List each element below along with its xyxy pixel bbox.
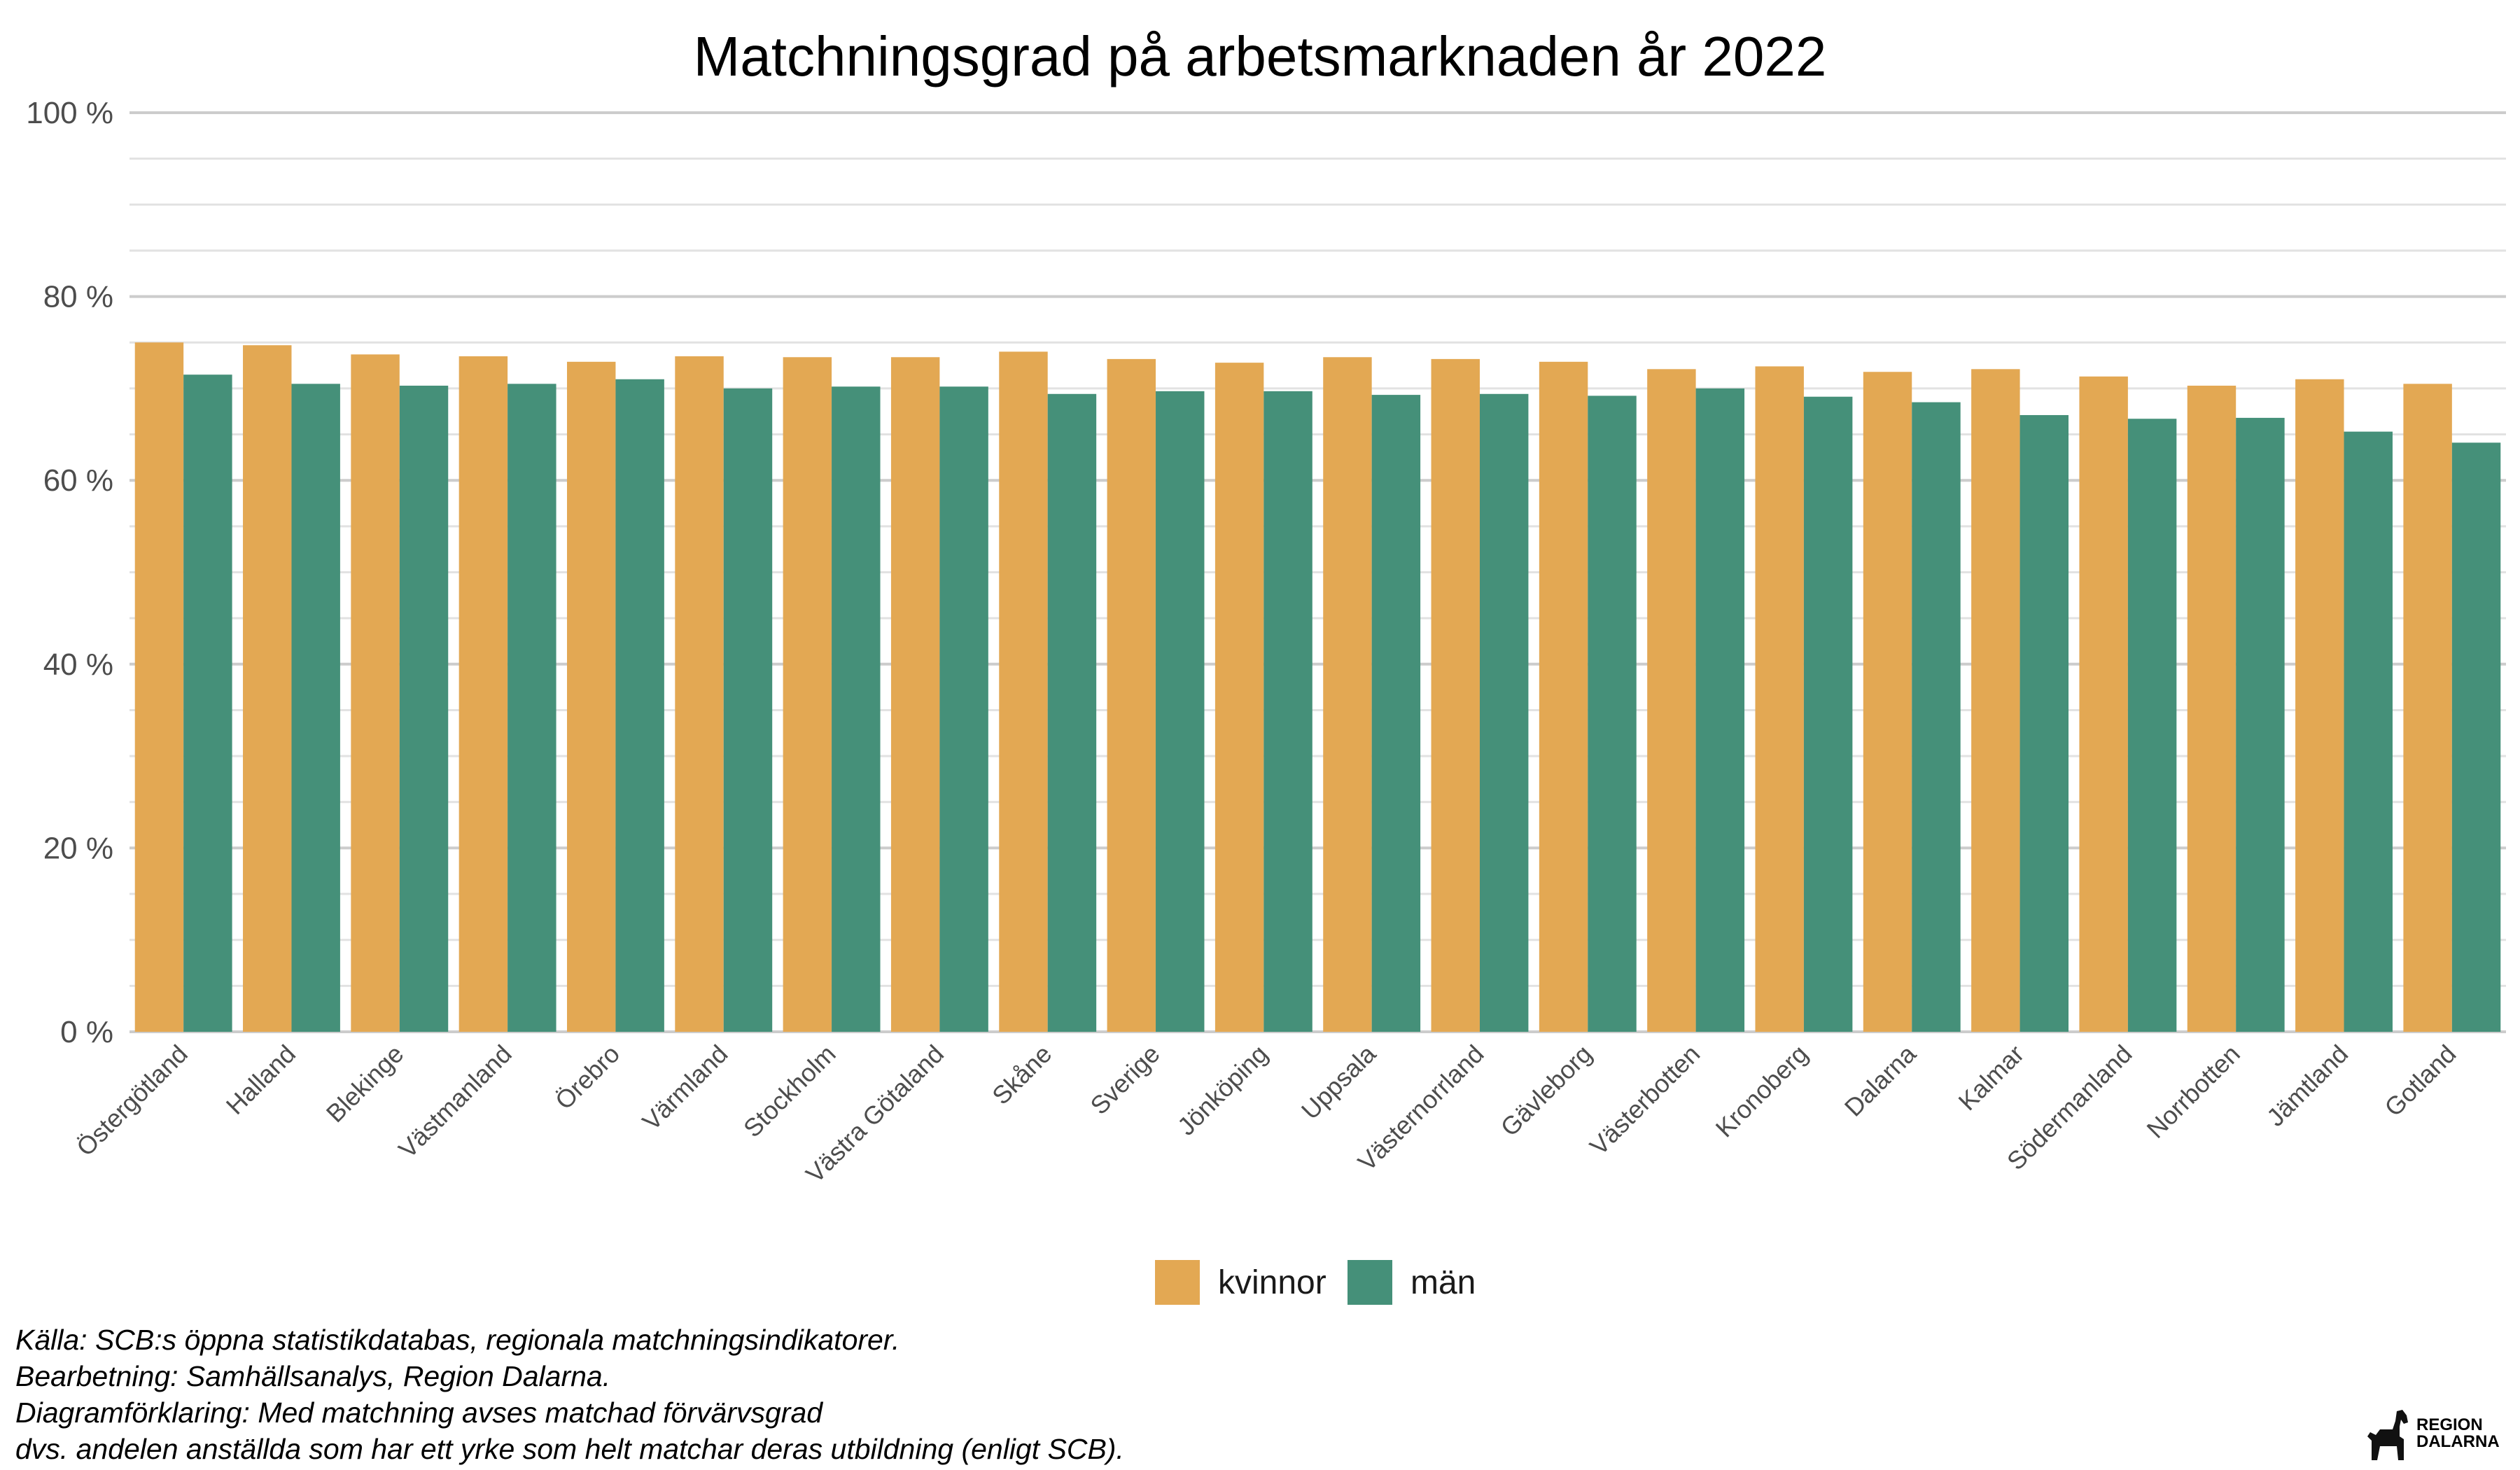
y-tick-label: 80 % xyxy=(43,280,113,314)
bar-kvinnor xyxy=(890,357,940,1032)
dala-horse-icon xyxy=(2367,1410,2408,1460)
y-axis: 0 % 20 % 40 % 60 % 80 % 100 % xyxy=(26,96,113,1049)
bar-män xyxy=(1803,396,1853,1032)
x-tick-label: Västerbotten xyxy=(1584,1040,1705,1161)
x-tick-label: Sverige xyxy=(1084,1040,1165,1120)
bar-kvinnor xyxy=(1214,363,1264,1032)
caption-explanation-cont: dvs. andelen anställda som har ett yrke … xyxy=(15,1433,1124,1465)
x-tick-label: Jämtland xyxy=(2261,1040,2353,1132)
x-tick-label: Dalarna xyxy=(1839,1039,1922,1122)
x-tick-label: Kronoberg xyxy=(1710,1040,1814,1143)
bar-kvinnor xyxy=(2295,379,2344,1032)
x-tick-label: Gotland xyxy=(2379,1040,2461,1122)
bar-kvinnor xyxy=(1863,372,1912,1032)
x-tick-label: Västmanland xyxy=(393,1040,517,1164)
x-tick-label: Halland xyxy=(220,1040,301,1120)
bar-män xyxy=(1047,393,1097,1032)
bar-män xyxy=(615,379,664,1032)
bar-män xyxy=(1371,395,1421,1032)
bar-män xyxy=(939,386,988,1032)
bar-män xyxy=(399,385,449,1032)
bar-kvinnor xyxy=(1647,369,1696,1032)
bar-kvinnor xyxy=(243,345,292,1032)
bar-kvinnor xyxy=(134,342,184,1032)
caption-explanation: Diagramförklaring: Med matchning avses m… xyxy=(15,1396,823,1429)
bar-män xyxy=(1264,391,1312,1032)
bar-män xyxy=(291,384,340,1032)
bar-män xyxy=(2236,417,2285,1032)
bar-kvinnor xyxy=(1539,361,1588,1032)
bar-kvinnor xyxy=(1323,357,1372,1032)
x-tick-label: Jönköping xyxy=(1172,1040,1273,1141)
bar-kvinnor xyxy=(1755,366,1804,1032)
y-tick-label: 40 % xyxy=(43,648,113,682)
legend-label-kvinnor: kvinnor xyxy=(1218,1264,1326,1301)
bar-män xyxy=(1156,391,1205,1032)
bar-män xyxy=(2344,431,2393,1032)
bar-män xyxy=(1588,396,1637,1032)
x-tick-label: Kalmar xyxy=(1953,1040,2030,1116)
caption-source: Källa: SCB:s öppna statistikdatabas, reg… xyxy=(15,1324,900,1356)
bar-kvinnor xyxy=(2079,376,2128,1032)
x-tick-label: Stockholm xyxy=(738,1040,841,1143)
legend: kvinnor män xyxy=(1155,1260,1476,1305)
bar-kvinnor xyxy=(458,356,508,1032)
caption-processing: Bearbetning: Samhällsanalys, Region Dala… xyxy=(15,1360,611,1392)
bar-kvinnor xyxy=(2403,384,2452,1032)
bar-män xyxy=(2019,414,2069,1032)
x-tick-label: Norrbotten xyxy=(2141,1040,2246,1144)
bar-kvinnor xyxy=(999,351,1048,1032)
legend-swatch-män xyxy=(1348,1260,1392,1305)
logo-text: REGION DALARNA xyxy=(2416,1415,2500,1451)
y-tick-label: 100 % xyxy=(26,96,113,130)
y-tick-label: 0 % xyxy=(60,1015,113,1049)
y-tick-label: 60 % xyxy=(43,463,113,498)
bars xyxy=(134,342,2501,1032)
y-tick-label: 20 % xyxy=(43,831,113,865)
bar-män xyxy=(1695,388,1745,1032)
bar-kvinnor xyxy=(1431,358,1480,1032)
x-tick-label: Blekinge xyxy=(321,1040,410,1128)
x-tick-label: Gävleborg xyxy=(1495,1040,1597,1142)
chart-title: Matchningsgrad på arbetsmarknaden år 202… xyxy=(694,25,1827,88)
bar-män xyxy=(2451,442,2501,1032)
region-dalarna-logo: REGION DALARNA xyxy=(2366,1407,2506,1463)
legend-swatch-kvinnor xyxy=(1155,1260,1200,1305)
legend-label-män: män xyxy=(1410,1264,1476,1301)
x-tick-label: Skåne xyxy=(986,1040,1057,1110)
bar-män xyxy=(2127,419,2177,1032)
x-tick-label: Uppsala xyxy=(1296,1039,1382,1125)
bar-kvinnor xyxy=(1107,358,1156,1032)
bar-män xyxy=(832,386,881,1032)
bar-kvinnor xyxy=(566,361,616,1032)
bar-män xyxy=(1912,402,1961,1032)
bar-män xyxy=(183,374,232,1032)
bar-kvinnor xyxy=(1971,369,2020,1032)
x-tick-label: Östergötland xyxy=(71,1040,193,1162)
bar-män xyxy=(1479,393,1529,1032)
bar-män xyxy=(507,384,556,1032)
x-tick-label: Örebro xyxy=(550,1040,625,1115)
x-tick-label: Värmland xyxy=(636,1040,733,1136)
caption: Källa: SCB:s öppna statistikdatabas, reg… xyxy=(15,1322,1124,1467)
bar-kvinnor xyxy=(351,354,400,1032)
bar-kvinnor xyxy=(675,356,724,1032)
bar-kvinnor xyxy=(2187,385,2236,1032)
bar-kvinnor xyxy=(783,357,832,1032)
bar-män xyxy=(723,388,773,1032)
